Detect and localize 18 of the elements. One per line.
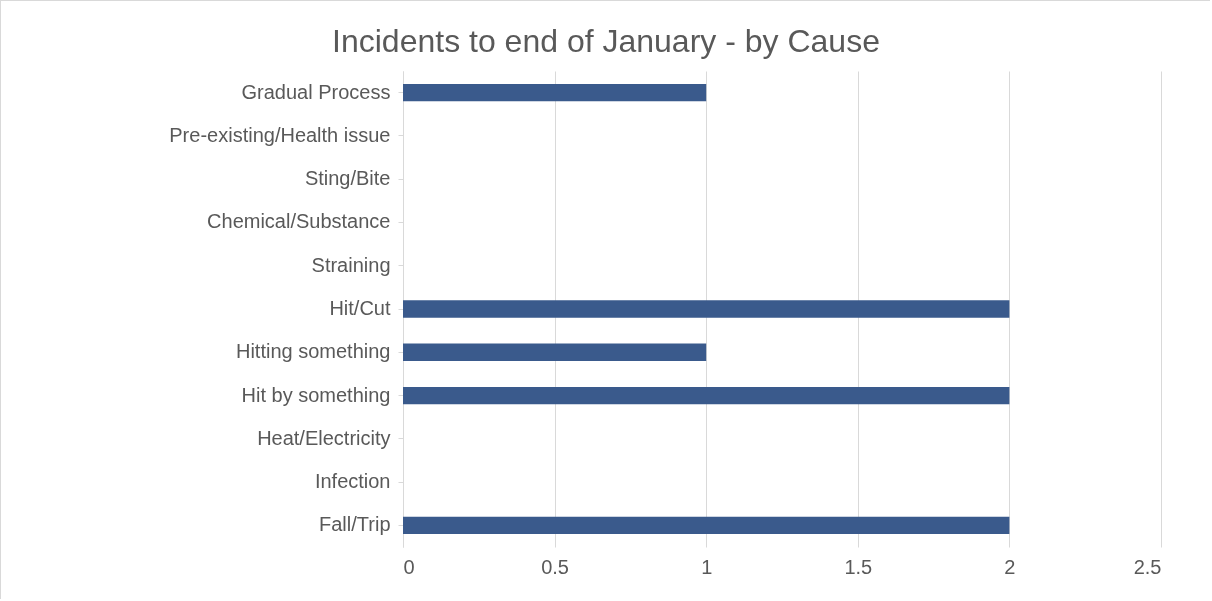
x-tick-label: 1.5 xyxy=(844,555,873,578)
x-tick-label: 1 xyxy=(701,555,713,578)
x-tick-label: 0 xyxy=(403,555,415,578)
chart-title: Incidents to end of January - by Cause xyxy=(332,23,880,59)
x-tick-label: 0.5 xyxy=(541,555,570,578)
y-tick-label: Straining xyxy=(311,253,391,276)
y-tick-label: Chemical/Substance xyxy=(207,210,391,233)
x-tick-label: 2 xyxy=(1004,555,1016,578)
y-tick-label: Pre-existing/Health issue xyxy=(169,123,391,146)
y-tick-label: Sting/Bite xyxy=(304,167,391,190)
y-tick-label: Hit/Cut xyxy=(329,297,391,319)
y-tick-label: Infection xyxy=(314,470,391,493)
y-tick-label: Hitting something xyxy=(235,340,391,363)
y-tick-label: Gradual Process xyxy=(241,80,391,103)
y-tick-label: Heat/Electricity xyxy=(257,426,391,449)
y-tick-label: Fall/Trip xyxy=(319,513,391,536)
y-tick-label: Hit by something xyxy=(241,383,391,406)
x-tick-label: 2.5 xyxy=(1133,555,1162,578)
